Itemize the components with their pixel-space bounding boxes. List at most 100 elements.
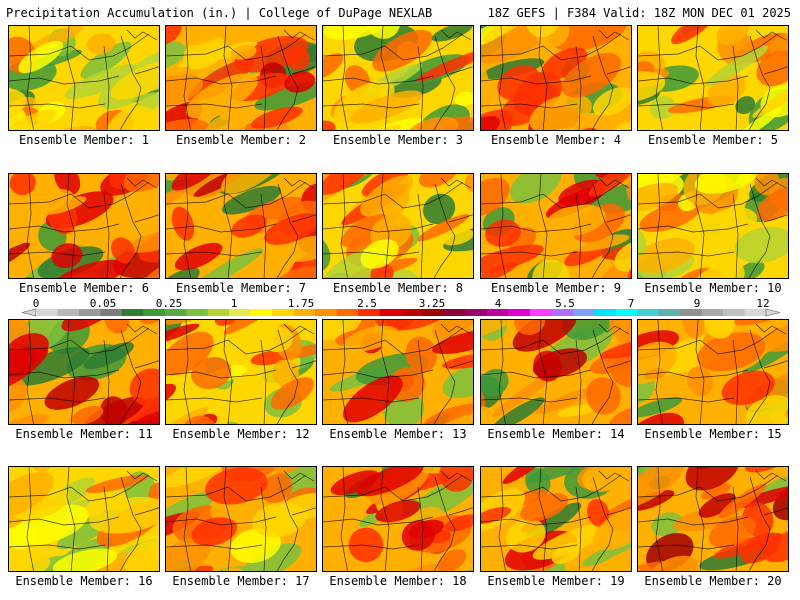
precip-map-image: [323, 26, 473, 130]
ensemble-member-panel: Ensemble Member: 8: [322, 173, 474, 295]
precip-map: [480, 319, 632, 425]
precip-map: [165, 319, 317, 425]
colorbar-swatch: [207, 309, 230, 316]
colorbar-swatch: [680, 309, 703, 316]
ensemble-member-label: Ensemble Member: 12: [172, 427, 310, 441]
precip-map: [480, 173, 632, 279]
precip-map-image: [481, 467, 631, 571]
precip-map-image: [638, 26, 788, 130]
colorbar-swatch: [465, 309, 488, 316]
ensemble-member-label: Ensemble Member: 19: [487, 574, 625, 588]
precip-map: [322, 319, 474, 425]
ensemble-member-panel: Ensemble Member: 11: [8, 319, 160, 441]
precip-map-image: [166, 467, 316, 571]
colorbar-tick-label: 2.5: [357, 297, 377, 310]
colorbar-right-arrow: [765, 308, 781, 317]
ensemble-member-label: Ensemble Member: 13: [329, 427, 467, 441]
precip-map: [480, 25, 632, 131]
precip-map-image: [638, 174, 788, 278]
colorbar-tick-label: 4: [494, 297, 502, 310]
ensemble-member-panel: Ensemble Member: 3: [322, 25, 474, 147]
ensemble-member-label: Ensemble Member: 18: [329, 574, 467, 588]
colorbar-swatch: [78, 309, 101, 316]
colorbar-swatch: [229, 309, 252, 316]
colorbar-swatch: [723, 309, 746, 316]
ensemble-member-label: Ensemble Member: 16: [15, 574, 153, 588]
precip-map: [8, 25, 160, 131]
precip-map-image: [323, 320, 473, 424]
colorbar-swatch: [336, 309, 359, 316]
colorbar-tick-label: 9: [693, 297, 701, 310]
ensemble-member-label: Ensemble Member: 10: [644, 281, 782, 295]
precip-map-image: [9, 26, 159, 130]
colorbar-swatch: [358, 309, 381, 316]
precip-map: [165, 466, 317, 572]
ensemble-member-panel: Ensemble Member: 10: [637, 173, 789, 295]
colorbar-swatch: [701, 309, 724, 316]
ensemble-member-panel: Ensemble Member: 9: [480, 173, 632, 295]
colorbar-tick-label: 1.75: [287, 297, 315, 310]
ensemble-member-panel: Ensemble Member: 12: [165, 319, 317, 441]
colorbar-swatch: [615, 309, 638, 316]
colorbar-swatch: [572, 309, 595, 316]
ensemble-member-label: Ensemble Member: 7: [175, 281, 307, 295]
colorbar-swatch: [379, 309, 402, 316]
ensemble-member-label: Ensemble Member: 3: [332, 133, 464, 147]
ensemble-member-panel: Ensemble Member: 20: [637, 466, 789, 588]
colorbar-swatch: [315, 309, 338, 316]
colorbar-swatch: [551, 309, 574, 316]
ensemble-member-panel: Ensemble Member: 5: [637, 25, 789, 147]
colorbar-swatch: [164, 309, 187, 316]
colorbar-swatch: [100, 309, 123, 316]
colorbar-tick-label: 0: [32, 297, 40, 310]
map-title: Precipitation Accumulation (in.) | Colle…: [6, 6, 433, 20]
colorbar-swatch: [658, 309, 681, 316]
precip-map-image: [481, 174, 631, 278]
ensemble-member-label: Ensemble Member: 15: [644, 427, 782, 441]
precip-map-image: [481, 26, 631, 130]
ensemble-member-label: Ensemble Member: 6: [18, 281, 150, 295]
ensemble-member-panel: Ensemble Member: 13: [322, 319, 474, 441]
colorbar-tick-label: 3.25: [418, 297, 446, 310]
colorbar-swatch: [57, 309, 80, 316]
precip-map: [8, 173, 160, 279]
precip-map-image: [9, 174, 159, 278]
ensemble-member-panel: Ensemble Member: 7: [165, 173, 317, 295]
ensemble-member-panel: Ensemble Member: 19: [480, 466, 632, 588]
precip-map-image: [166, 26, 316, 130]
colorbar-swatch: [121, 309, 144, 316]
colorbar-swatch: [486, 309, 509, 316]
ensemble-member-panel: Ensemble Member: 17: [165, 466, 317, 588]
precip-map: [637, 466, 789, 572]
colorbar-tick-label: 0.25: [155, 297, 183, 310]
ensemble-member-label: Ensemble Member: 1: [18, 133, 150, 147]
precip-map-image: [481, 320, 631, 424]
precip-map-image: [638, 467, 788, 571]
precip-map-image: [9, 467, 159, 571]
colorbar-left-arrow: [21, 308, 37, 317]
ensemble-member-label: Ensemble Member: 17: [172, 574, 310, 588]
ensemble-member-label: Ensemble Member: 5: [647, 133, 779, 147]
colorbar-tick-label: 5.5: [555, 297, 575, 310]
ensemble-member-label: Ensemble Member: 14: [487, 427, 625, 441]
colorbar-swatch: [529, 309, 552, 316]
colorbar-tick-label: 7: [627, 297, 635, 310]
precip-colorbar: [21, 308, 781, 317]
colorbar-tick-label: 1: [230, 297, 238, 310]
precip-map-image: [323, 174, 473, 278]
colorbar-swatch: [443, 309, 466, 316]
ensemble-member-panel: Ensemble Member: 16: [8, 466, 160, 588]
precip-map: [322, 466, 474, 572]
colorbar-swatch: [508, 309, 531, 316]
precip-map: [322, 173, 474, 279]
colorbar-swatch: [250, 309, 273, 316]
colorbar-swatch: [422, 309, 445, 316]
ensemble-member-panel: Ensemble Member: 1: [8, 25, 160, 147]
colorbar-swatch: [744, 309, 767, 316]
colorbar-swatch: [401, 309, 423, 316]
ensemble-member-panel: Ensemble Member: 4: [480, 25, 632, 147]
precip-map-image: [166, 320, 316, 424]
ensemble-member-panel: Ensemble Member: 18: [322, 466, 474, 588]
ensemble-member-panel: Ensemble Member: 14: [480, 319, 632, 441]
precip-map: [165, 25, 317, 131]
